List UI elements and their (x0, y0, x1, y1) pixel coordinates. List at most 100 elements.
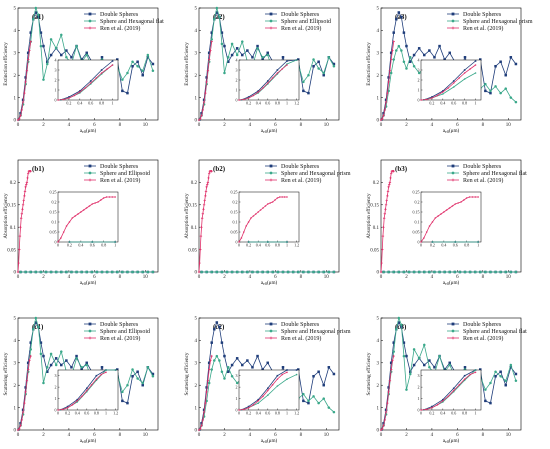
series-2-point (20, 418, 24, 422)
series-2-point (19, 226, 22, 229)
series-1-point (392, 350, 395, 353)
series-0-point (85, 51, 88, 55)
y-axis-label: Absorption efficiency (183, 193, 190, 239)
series-2-line (17, 41, 32, 121)
inset-series-2-point (463, 72, 466, 74)
series-1-point (400, 323, 403, 326)
series-1-point (499, 270, 502, 274)
series-1-point (302, 80, 305, 84)
series-0-point (423, 53, 426, 57)
inset-y-tick-label: 0.1 (52, 219, 57, 224)
series-1-point (509, 363, 513, 367)
inset-series-2-point (88, 205, 91, 207)
series-2-point (199, 248, 202, 251)
series-1-point (438, 270, 441, 274)
inset-frame (238, 369, 300, 411)
inset-series-2-point (111, 64, 114, 66)
series-0-point (65, 359, 68, 362)
inset-y-tick-label: 1 (55, 87, 57, 92)
inset-x-tick-label: 1.2 (294, 101, 299, 106)
series-0-point (389, 361, 393, 365)
inset-y-tick-label: 0.1 (415, 219, 420, 224)
y-tick-label: 1 (14, 96, 17, 101)
series-2-point (207, 176, 210, 180)
series-2-point (384, 100, 388, 104)
series-0-point (389, 51, 393, 55)
inset-series-2-point (267, 389, 269, 392)
inset-series-2-point (423, 237, 425, 239)
series-2-point (202, 100, 206, 104)
inset-series-2-point (60, 237, 62, 239)
inset-y-tick-label: 3 (418, 373, 420, 378)
inset-series-2-point (76, 400, 78, 402)
series-2-point (200, 226, 203, 229)
x-tick-label: 4 (68, 275, 71, 280)
inset-y-tick-label: 0.1 (233, 219, 238, 224)
series-0-point (504, 383, 507, 387)
inset-plot: 0.2 0.4 0.6 0.8 1 1.2 0 1 2 3 4 (236, 57, 300, 106)
series-1-point (266, 53, 269, 57)
inset-series-2-point (259, 209, 262, 211)
legend-entry: Sphere and Hexagonal flat (463, 170, 527, 177)
series-1-point (54, 270, 58, 274)
inset-series-2-point (286, 196, 288, 198)
inset-series-2-point (465, 197, 468, 199)
series-1-point (85, 53, 88, 57)
series-0-point (141, 73, 144, 77)
series-1-point (141, 69, 144, 72)
series-0-point (302, 399, 305, 403)
inset-series-2-point (257, 91, 259, 93)
y-tick-label: 3 (195, 362, 198, 367)
inset-y-tick-label: 0.2 (52, 199, 57, 204)
inset-series-1-point (105, 369, 107, 371)
series-1-point (227, 366, 230, 369)
inset-series-2-point (73, 94, 76, 97)
series-1-point (210, 270, 213, 274)
inset-series-2-point (62, 408, 64, 411)
series-1-point (286, 270, 290, 274)
series-0-point (387, 386, 390, 389)
inset-series-0-point (431, 405, 433, 408)
inset-series-0-point (267, 80, 269, 82)
x-axis-label: aeff(μm) (261, 279, 278, 286)
series-2-point (379, 118, 383, 122)
y-tick-label: 3 (377, 52, 380, 57)
y-tick-label: 3 (195, 52, 198, 57)
series-1-point (417, 270, 421, 274)
inset-series-2-point (243, 98, 245, 101)
series-2-point (21, 100, 25, 104)
series-2-point (206, 379, 210, 382)
series-0-point (210, 31, 213, 34)
inset-series-1-point (463, 78, 466, 80)
series-0-point (423, 363, 426, 367)
inset-x-tick-label: 0 (57, 243, 59, 248)
series-1-point (409, 372, 412, 376)
series-0-point (382, 422, 385, 425)
x-tick-label: 6 (456, 433, 459, 438)
legend-marker (269, 26, 273, 30)
inset-x-tick-label: 0 (238, 243, 240, 248)
y-tick-label: 2 (377, 74, 380, 79)
series-0-point (200, 112, 203, 115)
series-2-point (392, 40, 395, 43)
x-axis-label: aeff(μm) (443, 437, 460, 444)
series-1-point (433, 270, 436, 274)
y-tick-label: 0.05 (188, 248, 197, 253)
inset-series-1-point (267, 241, 269, 243)
legend-entry: Sphere and Hexagonal flat (463, 328, 527, 335)
y-tick-label: 0.05 (370, 248, 379, 253)
series-2-point (381, 427, 384, 431)
series-0-point (220, 31, 224, 34)
inset-series-1-point (276, 385, 279, 387)
legend-marker (88, 329, 92, 333)
x-tick-label: 10 (324, 123, 330, 128)
inset-y-tick-label: 0 (418, 97, 420, 102)
inset-series-2-point (286, 371, 288, 374)
series-2-point (197, 118, 201, 122)
series-1-point (121, 390, 124, 394)
inset-series-2-point (420, 99, 422, 101)
y-tick-label: 0 (14, 119, 17, 124)
series-0-point (210, 341, 213, 344)
series-1-point (397, 270, 401, 274)
series-2-point (20, 108, 24, 112)
